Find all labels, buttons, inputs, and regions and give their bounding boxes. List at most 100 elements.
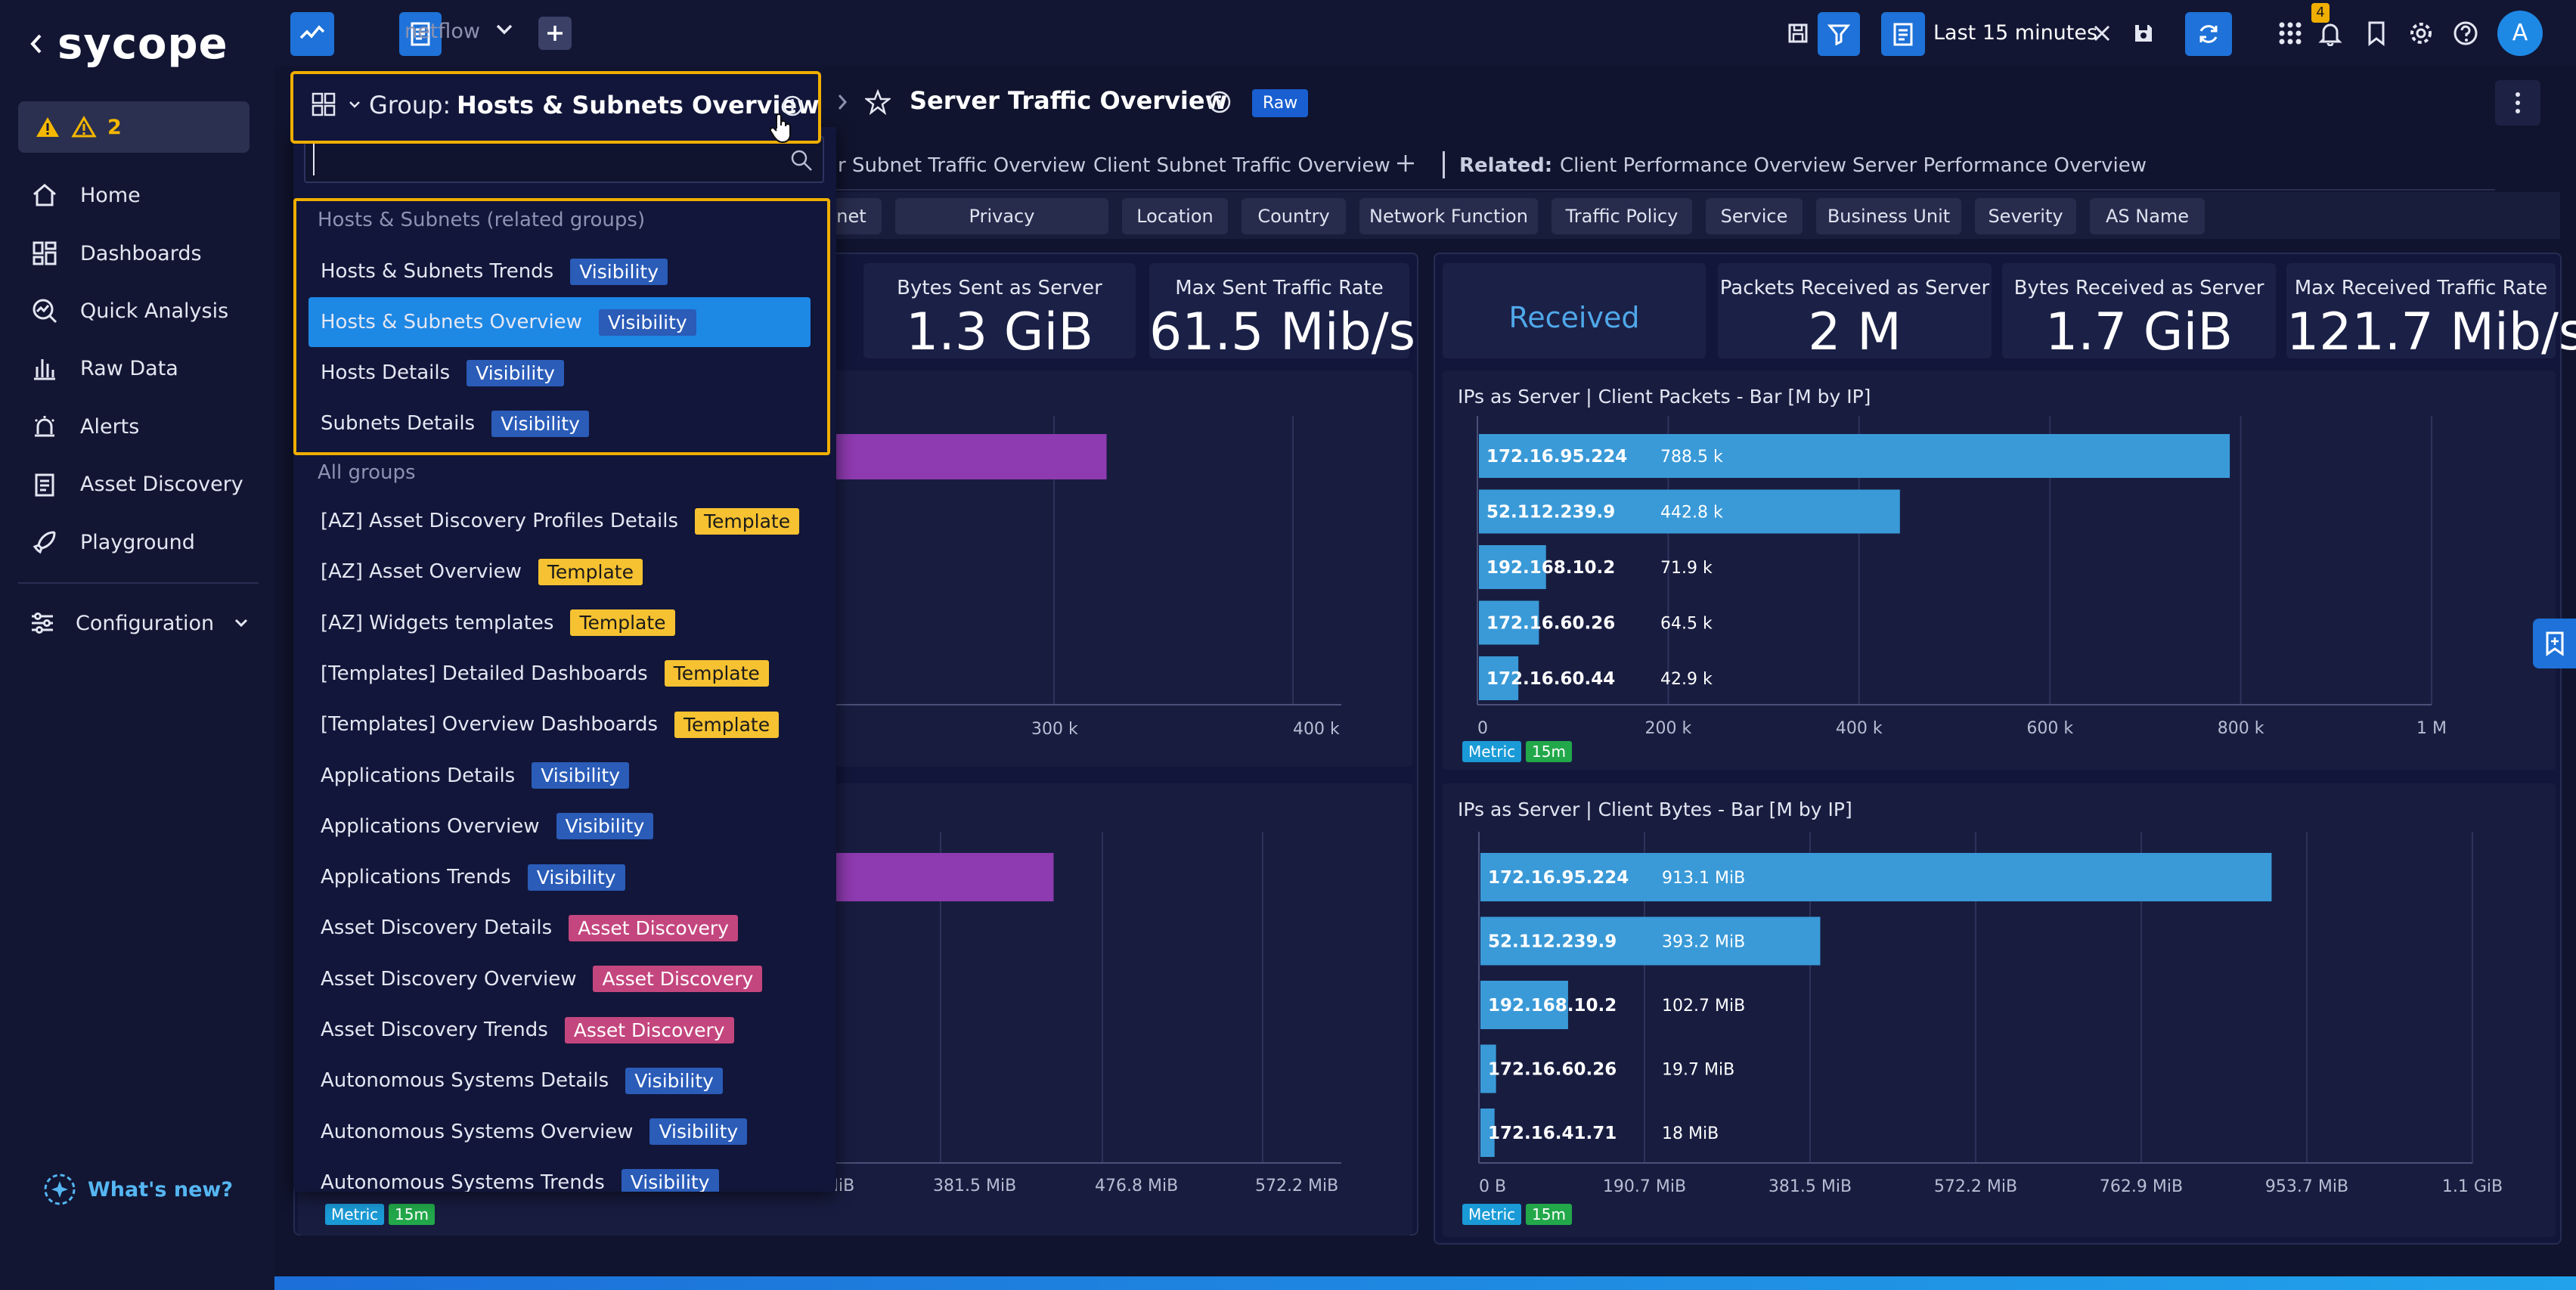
group-option[interactable]: Autonomous Systems Details Visibility [308, 1056, 811, 1105]
sidebar-item-label: Home [80, 183, 141, 207]
avatar[interactable]: A [2497, 11, 2543, 56]
time-tag: 15m [389, 1204, 435, 1225]
related-server-performance[interactable]: Server Performance Overview [1852, 154, 2147, 177]
search-icon[interactable] [789, 148, 814, 172]
group-option[interactable]: [AZ] Asset Overview Template [308, 547, 811, 597]
group-option[interactable]: Hosts Details Visibility [308, 348, 811, 398]
group-info-icon[interactable] [780, 94, 804, 118]
group-option[interactable]: Hosts & Subnets Trends Visibility [308, 247, 811, 296]
filter-icon [1827, 23, 1850, 45]
group-option[interactable]: Autonomous Systems Trends Visibility [308, 1158, 811, 1192]
chart-bar[interactable] [1479, 489, 1900, 534]
clear-time-icon[interactable] [2085, 17, 2119, 50]
group-option[interactable]: Subnets Details Visibility [308, 398, 811, 448]
tabs-underline [817, 189, 2495, 191]
sidebar-item-alerts[interactable]: Alerts [29, 405, 139, 448]
group-option[interactable]: Asset Discovery Trends Asset Discovery [308, 1005, 811, 1055]
group-selector[interactable]: Group: Hosts & Subnets Overview [290, 71, 821, 144]
add-tab-button[interactable] [538, 17, 572, 50]
chart-bar[interactable] [1479, 434, 2230, 478]
group-option[interactable]: Applications Trends Visibility [308, 852, 811, 902]
alert-count: 2 [107, 115, 122, 139]
group-type-badge: Visibility [570, 258, 668, 285]
logo[interactable]: sycope [29, 14, 228, 74]
bell-icon[interactable] [2314, 17, 2347, 50]
sidebar-item-playground[interactable]: Playground [29, 521, 195, 563]
sidebar-item-asset-discovery[interactable]: Asset Discovery [29, 463, 243, 505]
time-range-label[interactable]: Last 15 minutes [1933, 21, 2098, 45]
tick-label: 0 B [1479, 1177, 1506, 1196]
filter-chip-privacy[interactable]: Privacy [895, 198, 1108, 234]
chart-bar[interactable] [1480, 853, 2272, 901]
filter-chip-severity[interactable]: Severity [1975, 198, 2076, 234]
chart-bar[interactable] [1479, 545, 1546, 589]
source-chevron-icon[interactable] [494, 23, 514, 36]
group-search-input[interactable] [313, 144, 759, 175]
group-option[interactable]: [AZ] Asset Discovery Profiles Details Tem… [308, 496, 811, 546]
filter-chip-network-function[interactable]: Network Function [1359, 198, 1538, 234]
save-view-icon[interactable] [1781, 17, 1815, 50]
chart-bar[interactable] [1480, 1044, 1496, 1093]
alert-summary[interactable]: 2 [18, 101, 250, 153]
group-type-badge: Visibility [625, 1067, 723, 1094]
add-dashboard-tab-icon[interactable] [1395, 153, 1416, 174]
whats-new-link[interactable]: What's new? [42, 1172, 233, 1207]
group-option[interactable]: Hosts & Subnets Overview Visibility [308, 297, 811, 347]
group-type-badge: Visibility [491, 410, 589, 437]
group-option[interactable]: [AZ] Widgets templates Template [308, 598, 811, 648]
sidebar-item-raw-data[interactable]: Raw Data [29, 347, 178, 389]
filter-chip-traffic-policy[interactable]: Traffic Policy [1551, 198, 1692, 234]
sidebar-item-configuration[interactable]: Configuration [29, 602, 248, 644]
tab-client-subnet-traffic[interactable]: Client Subnet Traffic Overview [1093, 154, 1390, 177]
group-option[interactable]: Autonomous Systems Overview Visibility [308, 1107, 811, 1157]
filter-chip-location[interactable]: Location [1122, 198, 1228, 234]
save-icon[interactable] [2127, 17, 2160, 50]
help-icon[interactable] [2449, 17, 2482, 50]
filter-chip-country[interactable]: Country [1242, 198, 1346, 234]
group-option[interactable]: Applications Overview Visibility [308, 802, 811, 851]
tick-label: 800 k [2218, 719, 2264, 738]
chart-bar[interactable] [1480, 1109, 1495, 1157]
group-option[interactable]: Asset Discovery Details Asset Discovery [308, 903, 811, 953]
side-bookmark-tab[interactable] [2533, 619, 2576, 668]
filter-chip-as-name[interactable]: AS Name [2090, 198, 2205, 234]
activity-button[interactable] [290, 12, 334, 56]
filter-button[interactable] [1818, 12, 1860, 56]
chart-bar[interactable] [1479, 600, 1539, 645]
refresh-button[interactable] [2185, 12, 2232, 56]
chart-bar[interactable] [1480, 916, 1821, 966]
received-label: Received [1508, 301, 1640, 334]
filter-chip-business-unit[interactable]: Business Unit [1816, 198, 1961, 234]
warning-outline-icon [71, 116, 97, 138]
chart-bar[interactable] [1480, 981, 1568, 1029]
collapse-chevron-icon[interactable] [29, 33, 44, 55]
tick-label: 1 M [2416, 719, 2447, 738]
group-option[interactable]: [Templates] Detailed Dashboards Template [308, 649, 811, 699]
source-button[interactable] [399, 12, 442, 56]
bar-category-label: 52.112.239.9 [1488, 932, 1617, 952]
group-option[interactable]: [Templates] Overview Dashboards Template [308, 699, 811, 749]
calendar-icon [1892, 22, 1914, 46]
related-client-performance[interactable]: Client Performance Overview [1560, 154, 1846, 177]
tab-server-subnet-traffic[interactable]: r Subnet Traffic Overview [838, 154, 1087, 177]
dashboard-info-icon[interactable] [1207, 89, 1232, 115]
group-option[interactable]: Applications Details Visibility [308, 751, 811, 801]
home-icon [29, 179, 60, 211]
sidebar-item-dashboards[interactable]: Dashboards [29, 232, 202, 274]
sidebar-item-home[interactable]: Home [29, 174, 141, 216]
star-icon[interactable] [865, 89, 891, 115]
apps-grid-icon[interactable] [2274, 17, 2307, 50]
bar-value-label: 64.5 k [1660, 615, 1713, 634]
sidebar-item-quick-analysis[interactable]: Quick Analysis [29, 290, 228, 332]
filter-chip-service[interactable]: Service [1706, 198, 1803, 234]
gear-icon[interactable] [2404, 17, 2438, 50]
group-option[interactable]: Asset Discovery Overview Asset Discovery [308, 954, 811, 1004]
group-option-label: Autonomous Systems Details [321, 1069, 609, 1093]
bookmark-icon[interactable] [2360, 17, 2393, 50]
more-options-button[interactable] [2495, 80, 2540, 126]
chart-bar[interactable] [1479, 656, 1519, 700]
group-option-label: [AZ] Asset Overview [321, 560, 522, 584]
source-name[interactable]: netflow [405, 20, 480, 43]
group-search-box[interactable] [304, 136, 824, 183]
time-range-button[interactable] [1881, 12, 1925, 56]
